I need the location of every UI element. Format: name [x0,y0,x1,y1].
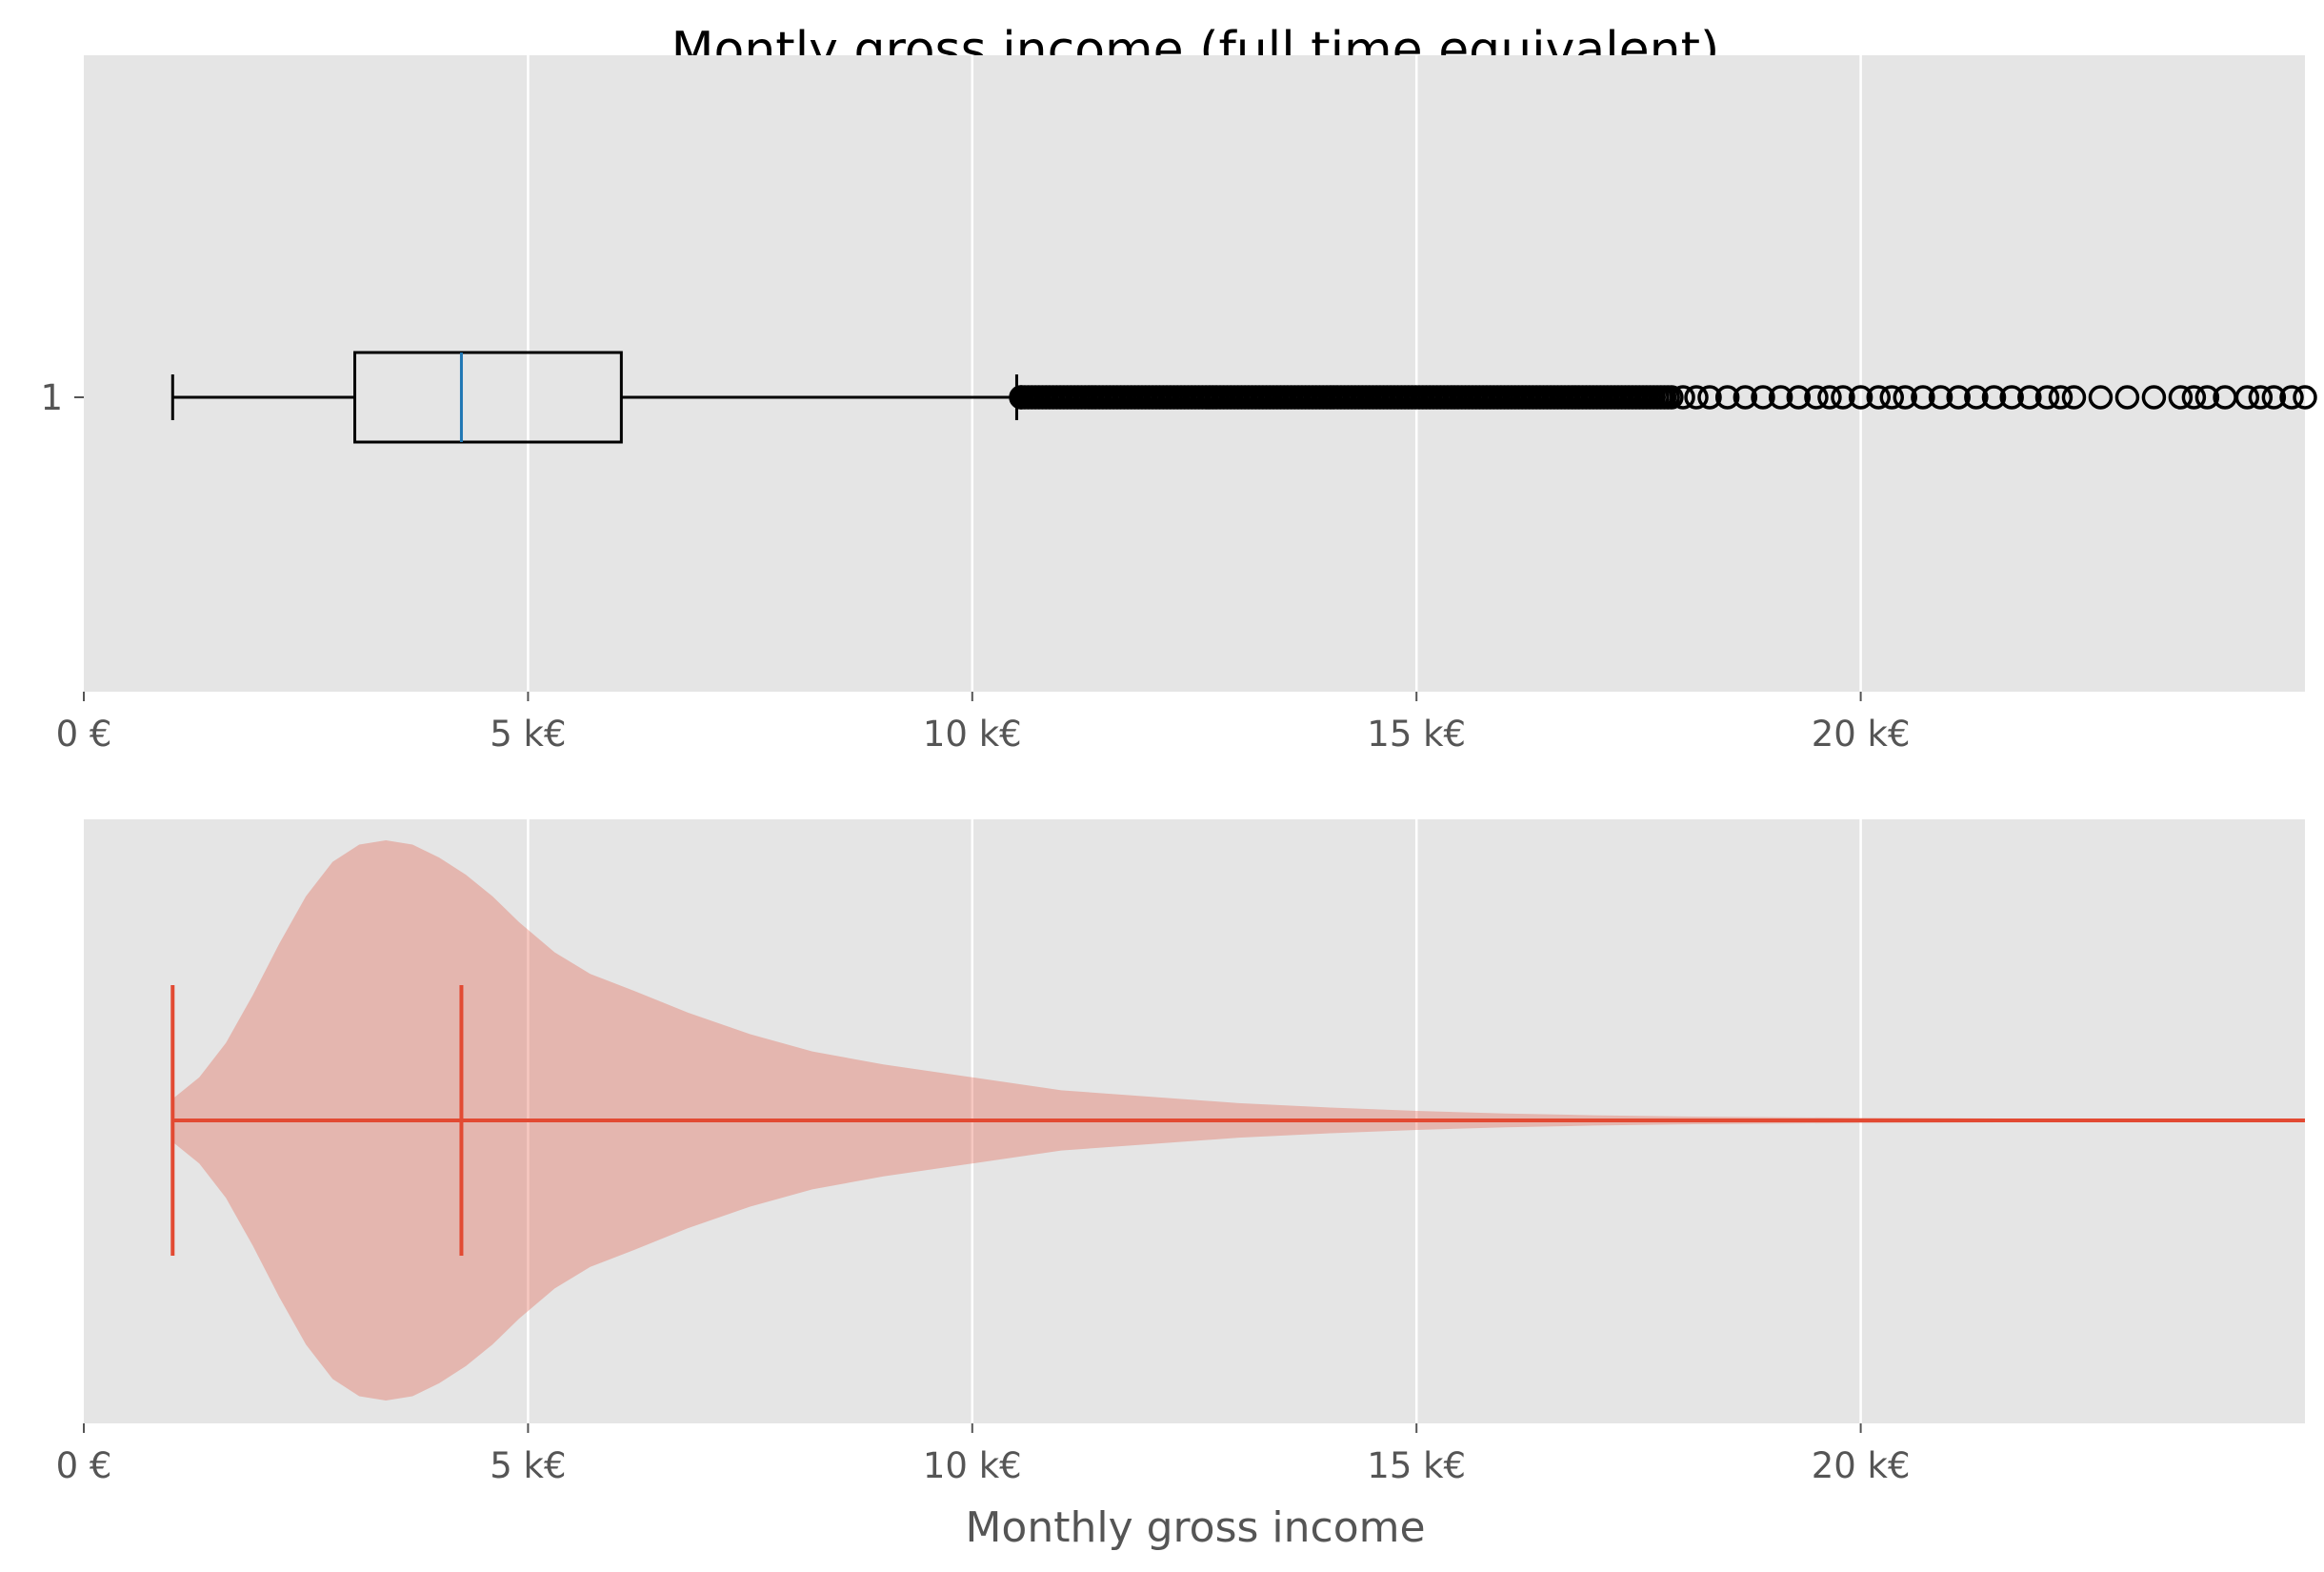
outlier-point [1981,385,2007,410]
outlier-point [1786,385,1812,410]
box-x-tick-label: 0 € [56,714,112,755]
outlier-point [1817,385,1842,410]
box-y-tick-label: 1 [40,377,63,418]
outlier-point [2234,385,2260,410]
box-plot-background [84,55,2305,692]
outlier-point [1714,385,1740,410]
outlier-point [2061,385,2087,410]
box-plot-marks [170,351,1018,444]
outlier-point [2279,385,2304,410]
box-plot-y-ticks: 1 [40,377,84,418]
outlier-point [1911,385,1935,410]
outlier-point [2141,385,2167,410]
outlier-point [1893,385,1917,410]
outlier-point [2181,385,2207,410]
box-x-tick-label: 20 k€ [1812,714,1911,755]
outlier-point [1964,385,1989,410]
outlier-point [2048,385,2074,410]
outlier-point [1671,385,1695,410]
violin-x-tick-label: 15 k€ [1367,1445,1466,1486]
outlier-point [1684,385,1709,410]
outlier-point [1946,385,1971,410]
violin-x-tick-label: 20 k€ [1812,1445,1911,1486]
outlier-point [2034,385,2060,410]
box-x-tick-label: 15 k€ [1367,714,1466,755]
outlier-point [2114,385,2140,410]
outlier-point [1848,385,1873,410]
violin-plot-panel: 0 € 5 k€ 10 k€ 15 k€ 20 k€ [56,819,2305,1486]
outlier-point [2168,385,2194,410]
outlier-point [2194,385,2220,410]
outlier-point [1751,385,1775,410]
violin-plot-x-ticks: 0 € 5 k€ 10 k€ 15 k€ 20 k€ [56,1423,1911,1486]
box-plot-gridlines [527,55,1862,692]
outlier-point [2261,385,2287,410]
outlier-point [2088,385,2114,410]
outlier-point [1659,385,1684,410]
outlier-point [2017,385,2042,410]
outlier-point [1831,385,1855,410]
box-plot-x-ticks: 0 € 5 k€ 10 k€ 15 k€ 20 k€ [56,692,1911,755]
outlier-point [1733,385,1758,410]
box-plot-panel: 0 € 5 k€ 10 k€ 15 k€ 20 k€ 1 [40,55,2317,755]
x-axis-label: Monthly gross income [965,1503,1425,1552]
box-x-tick-label: 10 k€ [923,714,1022,755]
outlier-point [1879,385,1904,410]
outlier-point [1697,385,1722,410]
outlier-point [2293,385,2317,410]
outlier-point [1866,385,1892,410]
box-x-tick-label: 5 k€ [490,714,566,755]
interquartile-box [353,351,623,444]
outlier-point [1804,385,1829,410]
violin-x-tick-label: 10 k€ [923,1445,1022,1486]
outlier-point [2248,385,2274,410]
violin-x-tick-label: 0 € [56,1445,112,1486]
violin-x-tick-label: 5 k€ [490,1445,566,1486]
box-plot-outliers [1009,385,2317,410]
violin-plot-marks [170,840,2305,1401]
outlier-point [1928,385,1953,410]
outlier-point [1768,385,1793,410]
outlier-point [1999,385,2024,410]
